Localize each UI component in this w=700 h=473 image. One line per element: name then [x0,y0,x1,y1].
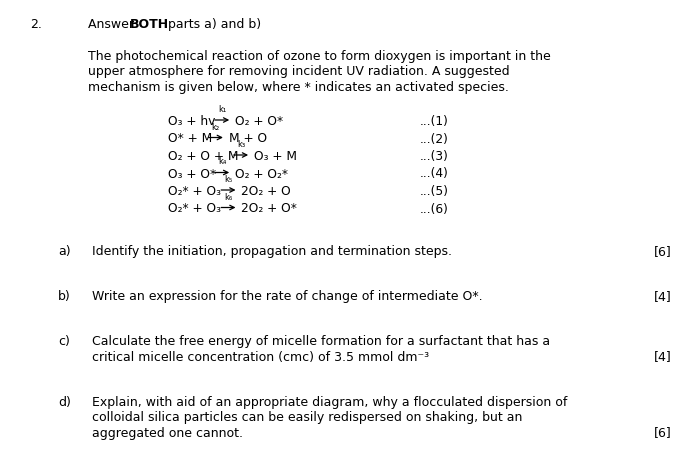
Text: k₆: k₆ [224,193,232,201]
Text: ...(1): ...(1) [420,115,449,128]
Text: ...(6): ...(6) [420,202,449,216]
Text: BOTH: BOTH [130,18,169,31]
Text: O* + M: O* + M [168,132,212,146]
Text: M + O: M + O [229,132,267,146]
Text: aggregated one cannot.: aggregated one cannot. [92,427,243,439]
Text: parts a) and b): parts a) and b) [164,18,261,31]
Text: 2O₂ + O*: 2O₂ + O* [241,202,298,216]
Text: [6]: [6] [654,245,672,258]
Text: Explain, with aid of an appropriate diagram, why a flocculated dispersion of: Explain, with aid of an appropriate diag… [92,395,568,409]
Text: ...(3): ...(3) [420,150,449,163]
Text: ...(4): ...(4) [420,167,449,181]
Text: The photochemical reaction of ozone to form dioxygen is important in the: The photochemical reaction of ozone to f… [88,50,551,63]
Text: k₁: k₁ [218,105,226,114]
Text: [6]: [6] [654,427,672,439]
Text: O₂* + O₃: O₂* + O₃ [168,185,221,198]
Text: critical micelle concentration (cmc) of 3.5 mmol dm⁻³: critical micelle concentration (cmc) of … [92,350,429,363]
Text: d): d) [58,395,71,409]
Text: Calculate the free energy of micelle formation for a surfactant that has a: Calculate the free energy of micelle for… [92,335,550,348]
Text: O₂* + O₃: O₂* + O₃ [168,202,221,216]
Text: O₃ + M: O₃ + M [254,150,297,163]
Text: k₂: k₂ [211,123,220,131]
Text: a): a) [58,245,71,258]
Text: k₅: k₅ [224,175,232,184]
Text: Write an expression for the rate of change of intermediate O*.: Write an expression for the rate of chan… [92,290,482,303]
Text: O₂ + O₂*: O₂ + O₂* [235,167,288,181]
Text: upper atmosphere for removing incident UV radiation. A suggested: upper atmosphere for removing incident U… [88,65,510,79]
Text: Identify the initiation, propagation and termination steps.: Identify the initiation, propagation and… [92,245,452,258]
Text: 2.: 2. [30,18,42,31]
Text: 2O₂ + O: 2O₂ + O [241,185,291,198]
Text: Answer: Answer [88,18,138,31]
Text: [4]: [4] [654,350,672,363]
Text: O₃ + hv: O₃ + hv [168,115,216,128]
Text: mechanism is given below, where * indicates an activated species.: mechanism is given below, where * indica… [88,81,509,94]
Text: b): b) [58,290,71,303]
Text: O₂ + O + M: O₂ + O + M [168,150,239,163]
Text: k₄: k₄ [218,158,226,166]
Text: [4]: [4] [654,290,672,303]
Text: ...(2): ...(2) [420,132,449,146]
Text: ...(5): ...(5) [420,185,449,198]
Text: O₃ + O*: O₃ + O* [168,167,216,181]
Text: O₂ + O*: O₂ + O* [235,115,284,128]
Text: k₃: k₃ [237,140,245,149]
Text: colloidal silica particles can be easily redispersed on shaking, but an: colloidal silica particles can be easily… [92,411,522,424]
Text: c): c) [58,335,70,348]
